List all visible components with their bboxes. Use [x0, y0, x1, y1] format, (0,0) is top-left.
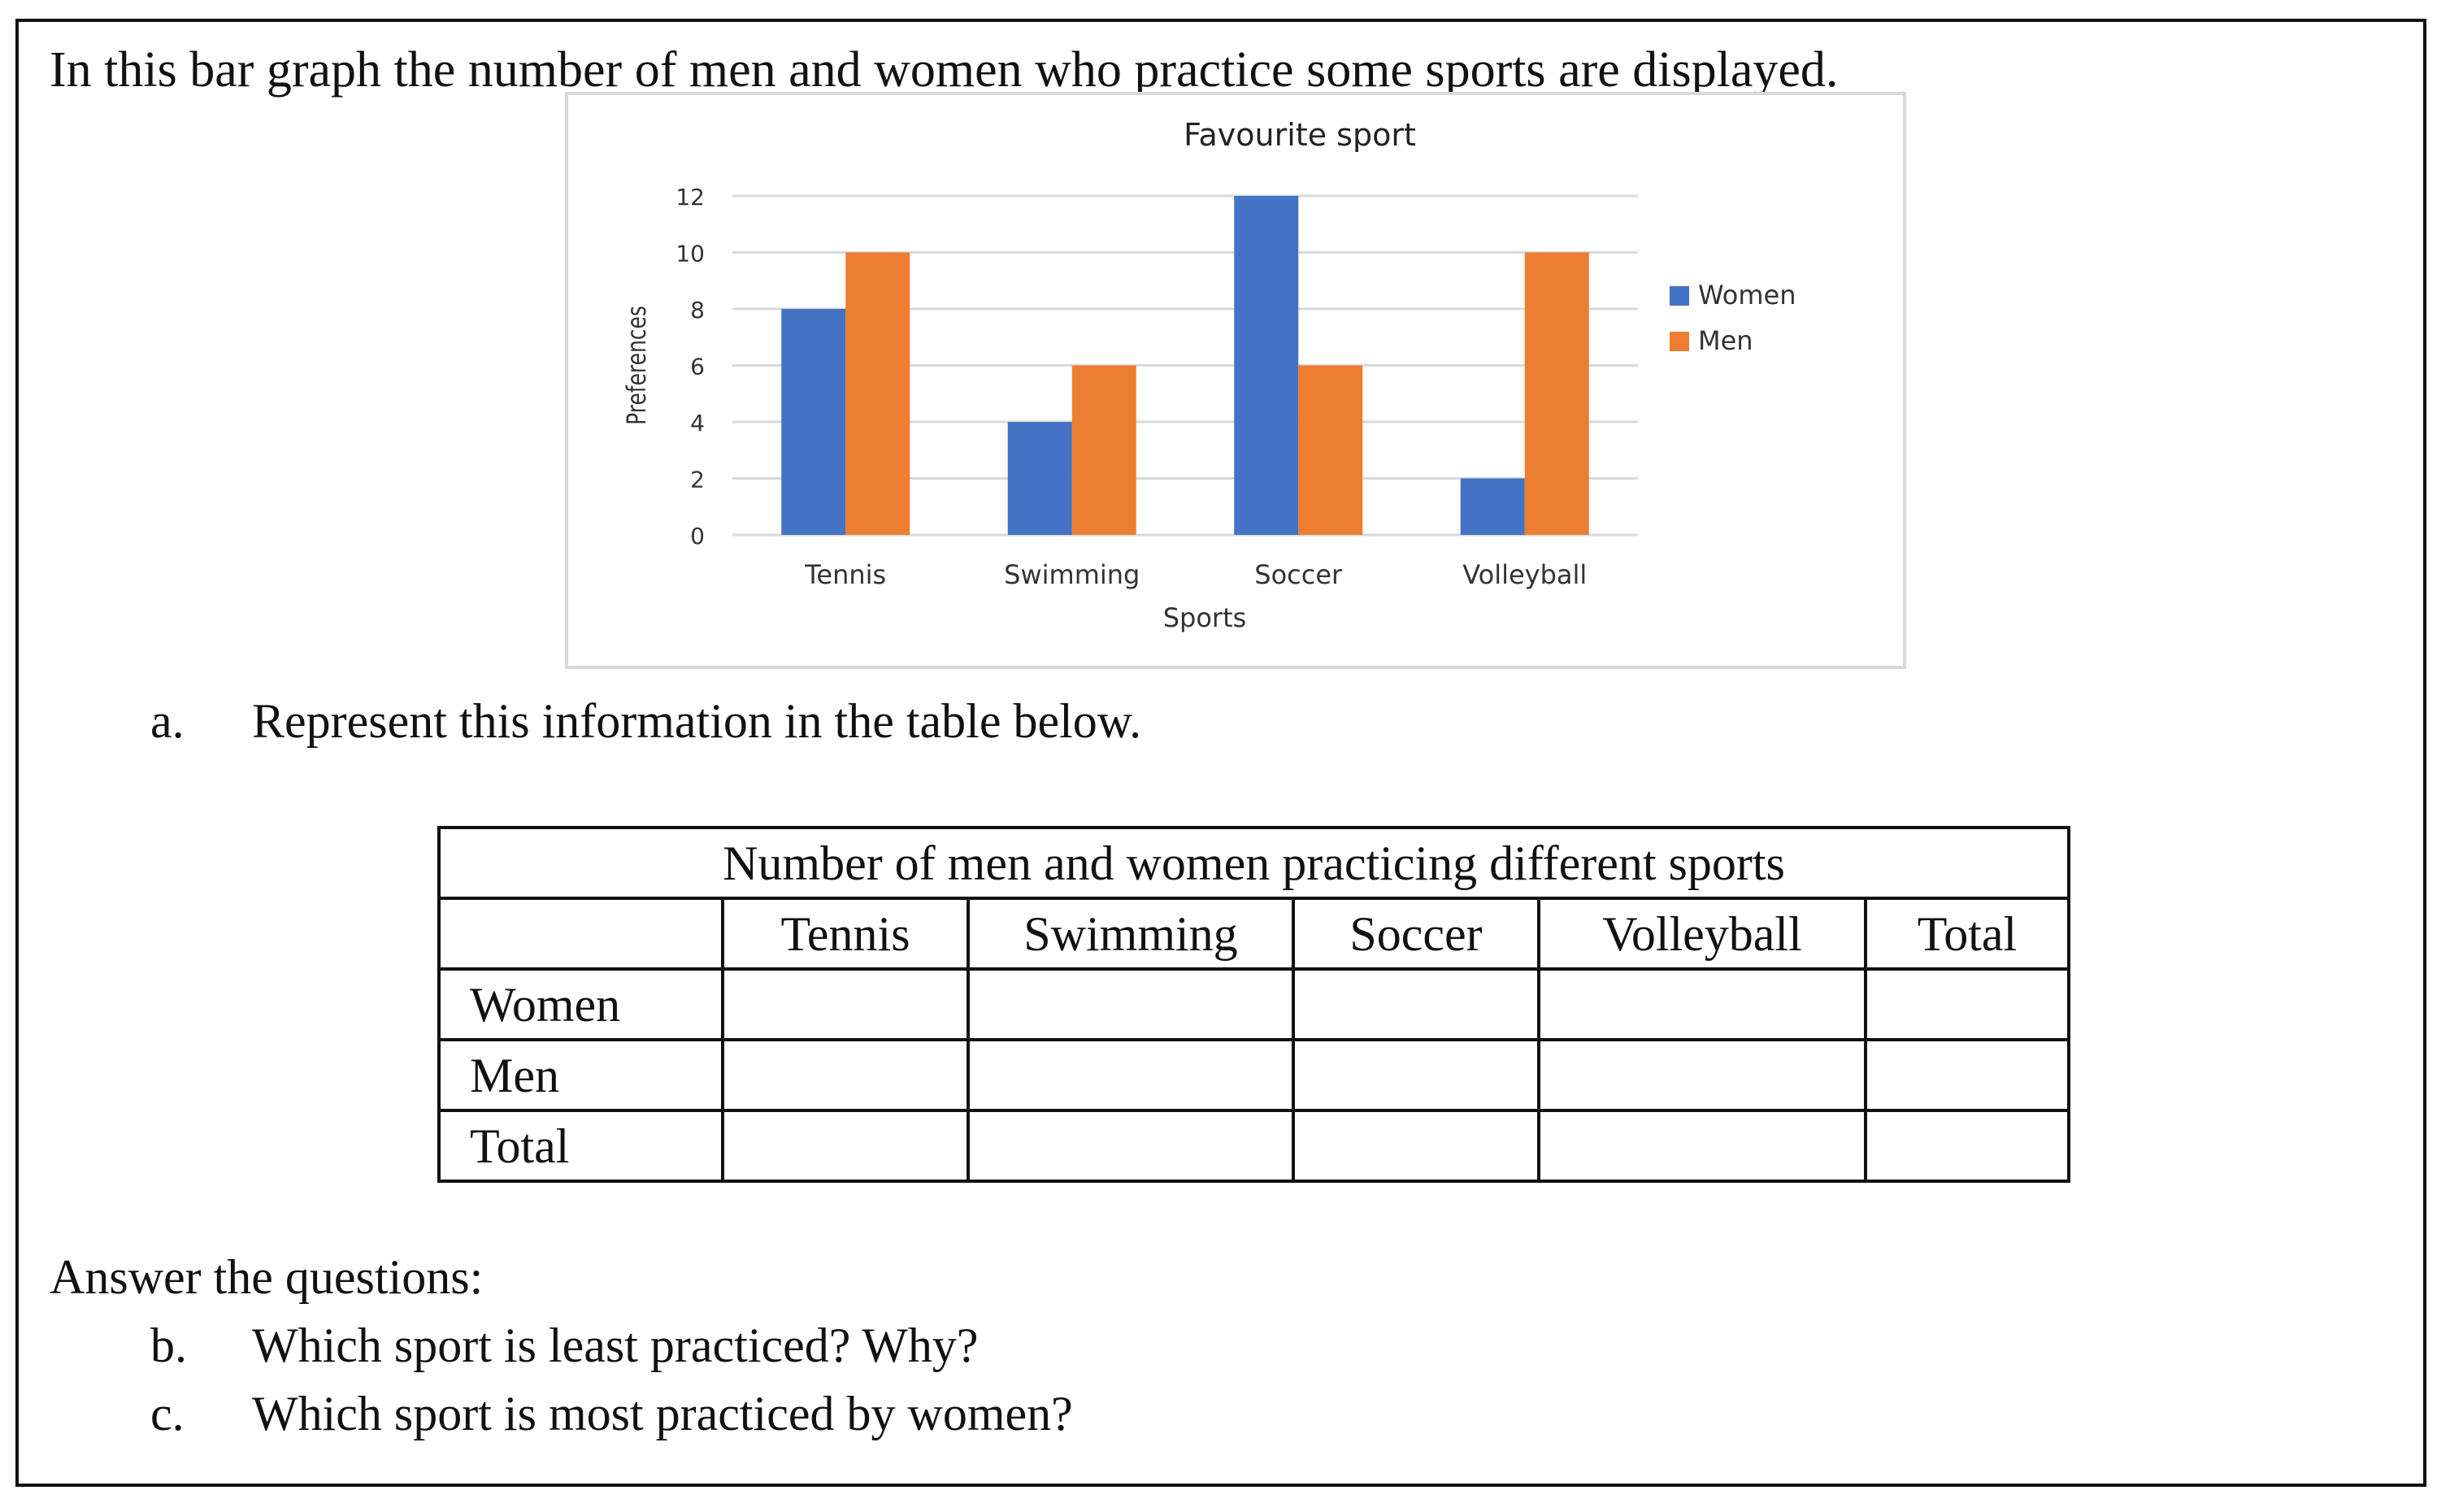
table-row: Total — [437, 1109, 2070, 1183]
y-tick-label: 2 — [690, 467, 705, 493]
row-header: Women — [437, 967, 724, 1041]
answer-cell[interactable] — [967, 967, 1295, 1041]
bar-men-soccer — [1298, 365, 1363, 535]
x-tick-label: Swimming — [1004, 559, 1140, 590]
worksheet-frame: In this bar graph the number of men and … — [15, 19, 2426, 1487]
answer-cell[interactable] — [1864, 1109, 2070, 1183]
x-tick-label: Tennis — [804, 559, 886, 590]
answer-cell[interactable] — [967, 1038, 1295, 1112]
intro-text: In this bar graph the number of men and … — [50, 42, 1839, 98]
question-b-text: Which sport is least practiced? Why? — [252, 1319, 979, 1372]
x-tick-label: Soccer — [1254, 559, 1343, 590]
answer-cell[interactable] — [721, 967, 970, 1041]
question-a-text: Represent this information in the table … — [252, 694, 1142, 748]
row-header: Men — [437, 1038, 724, 1112]
table-corner-cell — [437, 897, 724, 971]
answer-cell[interactable] — [1864, 1038, 2070, 1112]
answer-cell[interactable] — [721, 1038, 970, 1112]
question-c-text: Which sport is most practiced by women? — [252, 1387, 1073, 1440]
legend-label: Men — [1698, 325, 1753, 356]
bar-men-tennis — [845, 252, 910, 535]
answer-cell[interactable] — [1537, 1038, 1867, 1112]
x-axis-label: Sports — [1163, 602, 1247, 633]
answer-cell[interactable] — [1292, 1038, 1540, 1112]
bar-women-volleyball — [1460, 478, 1525, 535]
column-header: Swimming — [967, 897, 1295, 971]
y-tick-label: 6 — [690, 354, 705, 380]
question-b-marker: b. — [150, 1319, 187, 1372]
table-header-row: Tennis Swimming Soccer Volleyball Total — [437, 897, 2070, 971]
answer-table: Number of men and women practicing diffe… — [437, 826, 2070, 1183]
bar-men-volleyball — [1524, 252, 1589, 535]
table-caption: Number of men and women practicing diffe… — [437, 826, 2070, 900]
legend-label: Women — [1698, 280, 1796, 311]
answer-cell[interactable] — [1292, 967, 1540, 1041]
y-tick-label: 10 — [675, 241, 705, 267]
table-row: Women — [437, 967, 2070, 1041]
y-axis-label: Preferences — [621, 306, 652, 425]
answer-cell[interactable] — [1292, 1109, 1540, 1183]
answer-cell[interactable] — [1537, 1109, 1867, 1183]
legend-swatch-men — [1670, 332, 1689, 351]
bar-men-swimming — [1071, 365, 1136, 535]
row-header: Total — [437, 1109, 724, 1183]
column-header: Volleyball — [1537, 897, 1867, 971]
y-tick-label: 8 — [690, 297, 705, 324]
legend-swatch-women — [1670, 286, 1689, 306]
answer-cell[interactable] — [1864, 967, 2070, 1041]
column-header: Total — [1864, 897, 2070, 971]
question-a-marker: a. — [150, 694, 185, 748]
chart-title: Favourite sport — [1184, 117, 1416, 153]
column-header: Soccer — [1292, 897, 1540, 971]
chart-canvas: Favourite sport 0 2 4 6 8 10 12 Tennis Swimming So… — [621, 117, 1796, 633]
answer-cell[interactable] — [967, 1109, 1295, 1183]
answer-cell[interactable] — [721, 1109, 970, 1183]
bar-women-tennis — [781, 309, 846, 535]
x-tick-label: Volleyball — [1462, 559, 1587, 590]
y-tick-label: 0 — [690, 523, 705, 550]
column-header: Tennis — [721, 897, 970, 971]
bar-women-soccer — [1234, 196, 1299, 535]
table-row: Men — [437, 1038, 2070, 1112]
answer-heading: Answer the questions: — [50, 1250, 484, 1304]
bar-chart: Favourite sport 0 2 4 6 8 10 12 Tennis Swimming So… — [565, 92, 1906, 669]
question-c-marker: c. — [150, 1387, 185, 1440]
bar-women-swimming — [1007, 422, 1072, 535]
y-tick-label: 4 — [690, 410, 705, 437]
y-tick-label: 12 — [675, 184, 705, 211]
answer-cell[interactable] — [1537, 967, 1867, 1041]
